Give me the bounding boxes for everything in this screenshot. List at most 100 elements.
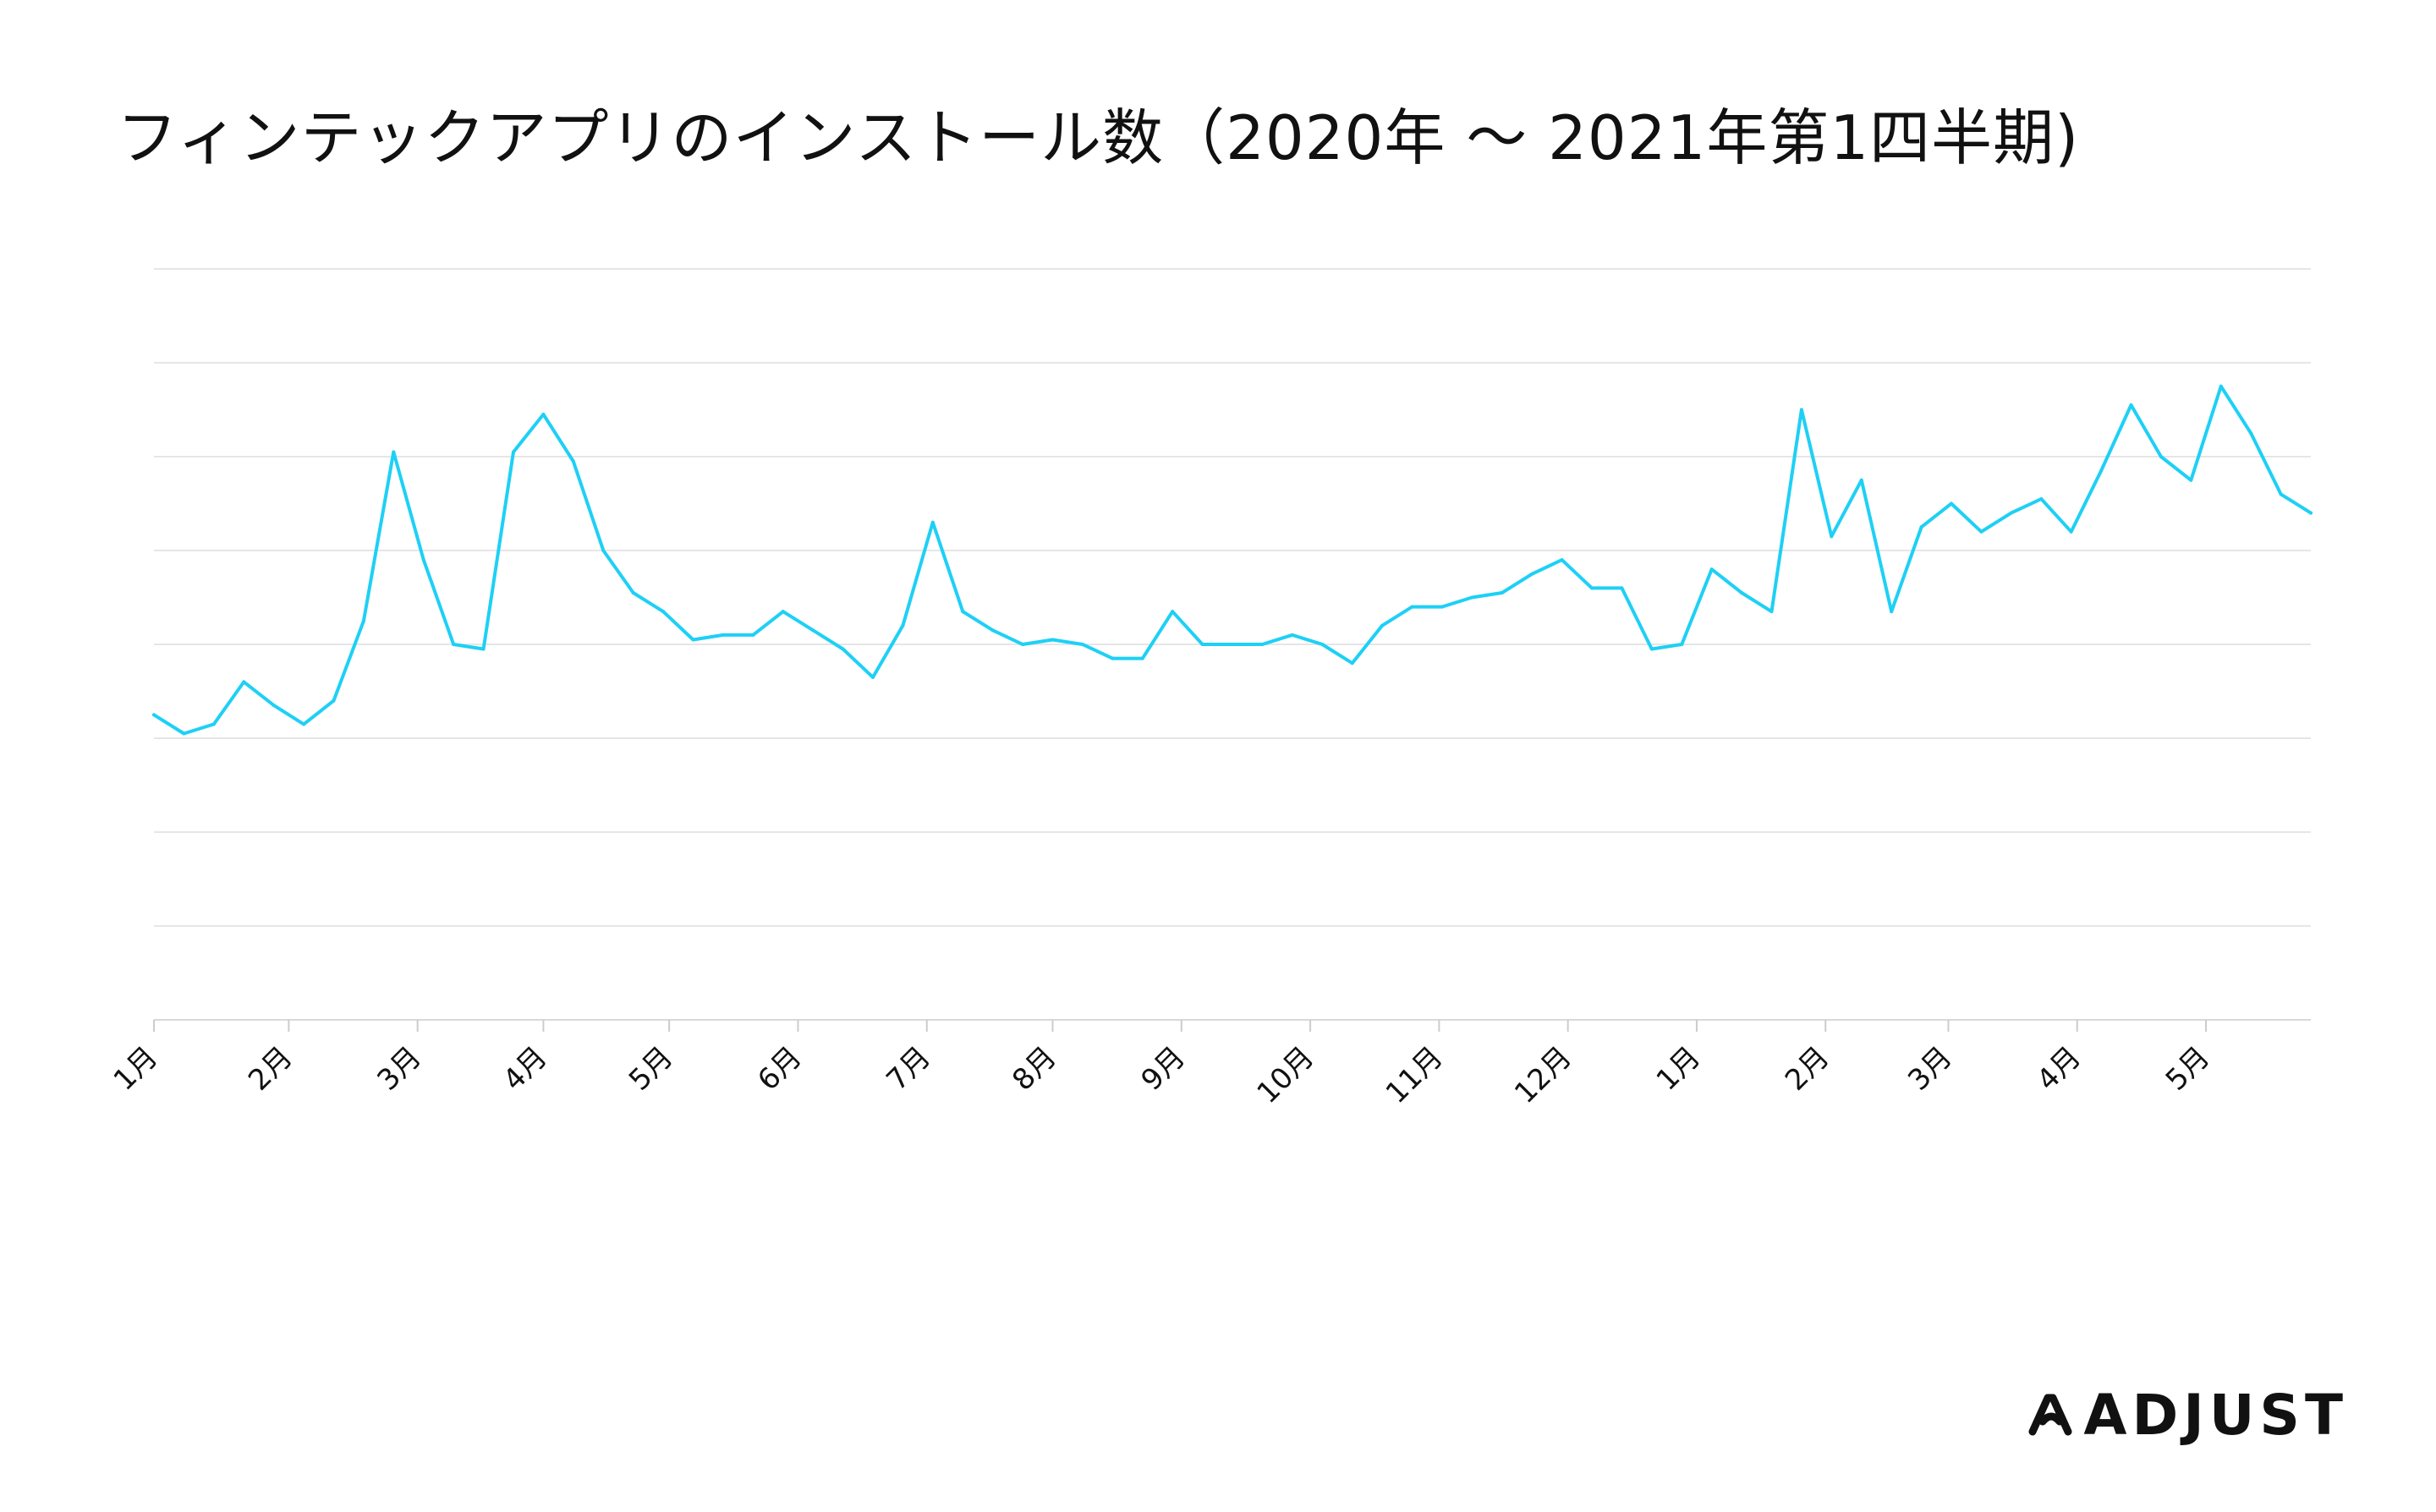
data-point	[1740, 590, 1744, 594]
data-point	[211, 722, 216, 726]
series-layer	[152, 384, 2313, 736]
data-point	[272, 704, 276, 708]
data-point	[1560, 558, 1564, 562]
data-point	[182, 731, 186, 736]
data-point	[541, 413, 546, 417]
x-tick-label: 6月	[751, 1040, 809, 1098]
data-point	[1171, 610, 1175, 614]
data-point	[631, 590, 635, 594]
data-point	[1950, 501, 1953, 506]
data-point	[242, 680, 246, 684]
x-axis-labels: 1月 2月 3月 4月 5月 6月 7月 8月 9月 10月 11月 12月 1月 2月 3月 4月 5月	[107, 1040, 2217, 1110]
data-point	[1799, 408, 1803, 412]
data-point	[1530, 572, 1534, 576]
data-point	[1320, 643, 1325, 646]
data-point	[1080, 643, 1084, 646]
data-point	[1859, 478, 1863, 482]
data-point	[1021, 643, 1025, 646]
x-tick-label: 1月	[107, 1040, 165, 1098]
data-point	[990, 628, 995, 633]
data-point	[571, 459, 575, 463]
x-tick-label: 4月	[2030, 1040, 2088, 1098]
data-point	[1649, 647, 1654, 651]
data-point	[512, 450, 515, 454]
data-point	[1470, 595, 1474, 600]
data-point	[1200, 643, 1204, 646]
data-point	[1380, 623, 1385, 627]
data-point	[302, 722, 306, 726]
page-title: フィンテックアプリのインストール数（2020年 〜 2021年第1四半期)	[117, 102, 2080, 173]
data-point	[1709, 567, 1714, 572]
data-point	[2219, 384, 2223, 388]
x-tick-label: 5月	[623, 1040, 680, 1098]
x-tick-label: 2月	[242, 1040, 299, 1098]
data-point	[2309, 511, 2313, 515]
x-tick-label: 11月	[1380, 1040, 1450, 1110]
data-point	[2279, 492, 2283, 496]
data-point	[901, 623, 905, 627]
data-point	[691, 638, 695, 642]
data-point	[1979, 529, 1983, 534]
data-point	[841, 647, 845, 651]
x-tick-label: 9月	[1135, 1040, 1193, 1098]
data-point	[601, 549, 606, 552]
x-tick-label: 8月	[1006, 1040, 1063, 1098]
brand-name: ADJUST	[2083, 1383, 2348, 1448]
data-point	[661, 610, 666, 614]
gridlines	[154, 268, 2311, 1021]
x-tick-label: 10月	[1251, 1040, 1321, 1110]
x-tick-label: 7月	[880, 1040, 937, 1098]
data-point	[1769, 610, 1774, 614]
brand-logo: ADJUST	[2026, 1383, 2348, 1448]
data-point	[1051, 638, 1055, 642]
data-point	[481, 647, 486, 651]
data-point	[721, 633, 725, 637]
x-tick-label: 1月	[1650, 1040, 1708, 1098]
x-tick-label: 4月	[497, 1040, 554, 1098]
x-axis-ticks	[153, 1020, 2208, 1032]
data-point	[1290, 633, 1294, 637]
data-point	[2159, 455, 2163, 458]
x-tick-label: 5月	[2159, 1040, 2217, 1098]
data-point	[1111, 656, 1115, 660]
data-point	[1410, 605, 1414, 609]
data-point	[392, 450, 396, 454]
data-point	[1919, 525, 1923, 529]
data-point	[1260, 643, 1265, 646]
data-point	[1830, 534, 1834, 539]
data-point	[930, 520, 935, 524]
data-point	[2069, 529, 2073, 534]
data-point	[1440, 605, 1444, 609]
data-point	[1590, 586, 1594, 590]
data-point	[751, 633, 755, 637]
data-point	[1890, 610, 1894, 614]
data-point	[1140, 656, 1144, 660]
data-point	[1680, 643, 1684, 646]
data-point	[2009, 511, 2013, 515]
brand-mark-icon	[2028, 1394, 2072, 1435]
data-point	[871, 675, 875, 679]
data-point	[361, 619, 365, 623]
data-point	[2099, 468, 2104, 473]
data-point	[2189, 478, 2193, 482]
data-point	[332, 698, 336, 703]
data-point	[1620, 586, 1624, 590]
x-tick-label: 3月	[1901, 1040, 1959, 1098]
data-point	[1350, 661, 1354, 666]
x-tick-label: 12月	[1508, 1040, 1578, 1110]
data-point	[811, 628, 815, 633]
x-tick-label: 3月	[370, 1040, 428, 1098]
data-point	[2039, 496, 2044, 501]
data-point	[152, 713, 156, 717]
data-point	[2249, 431, 2253, 436]
data-point	[781, 610, 785, 614]
x-tick-label: 2月	[1779, 1040, 1836, 1098]
data-point	[452, 643, 456, 646]
data-point	[421, 558, 425, 562]
data-point	[961, 610, 965, 614]
data-point	[1500, 590, 1504, 594]
data-point	[1231, 643, 1234, 646]
series-line	[152, 384, 2313, 736]
data-point	[2129, 403, 2133, 407]
